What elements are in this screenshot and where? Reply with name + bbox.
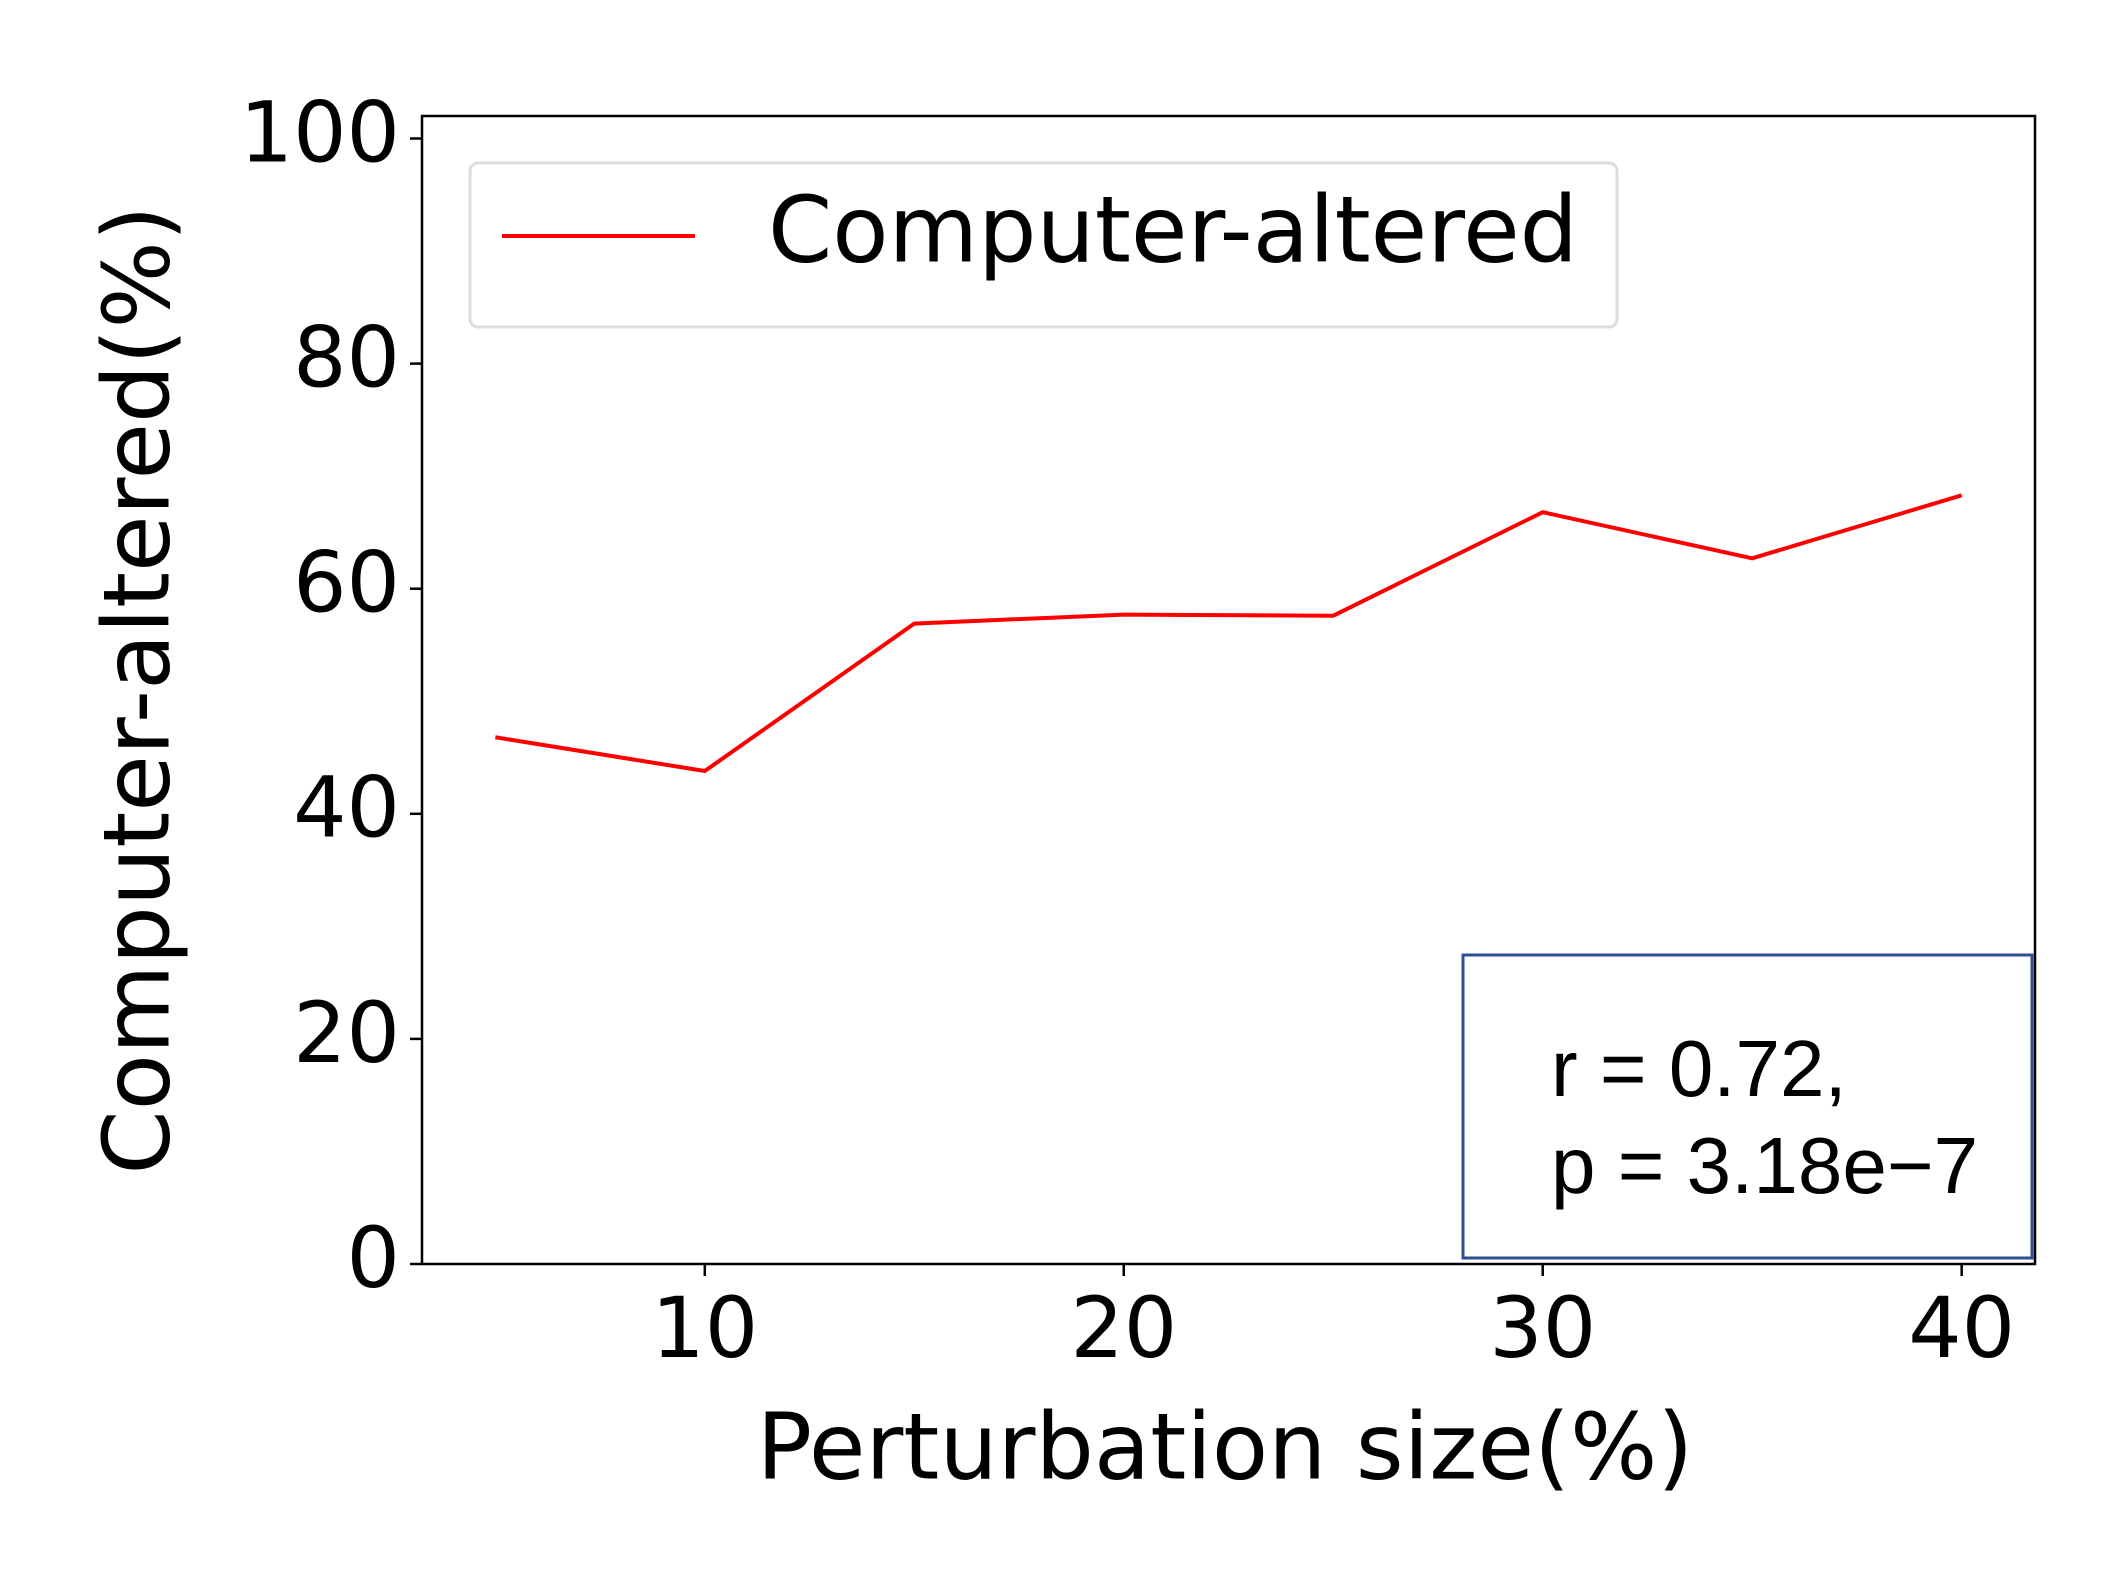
x-tick-label: 40 [1908, 1279, 2015, 1377]
y-tick-label: 80 [293, 309, 400, 407]
legend-label: Computer-altered [768, 176, 1578, 283]
annotation-text: r = 0.72, [1551, 1024, 1847, 1113]
y-tick-label: 40 [293, 759, 400, 857]
data-line [494, 493, 1963, 774]
y-tick-label: 100 [240, 83, 400, 181]
x-tick-label: 20 [1070, 1279, 1177, 1377]
annotation-box [1461, 953, 2034, 1260]
plot-frame [420, 114, 2037, 1266]
y-tick-label: 60 [293, 534, 400, 632]
y-axis-label: Computer-altered(%) [83, 205, 190, 1174]
annotation-text: p = 3.18e−7 [1551, 1121, 1978, 1210]
y-tick-label: 0 [347, 1209, 400, 1307]
x-axis-label: Perturbation size(%) [757, 1393, 1694, 1500]
y-tick-label: 20 [293, 984, 400, 1082]
legend-box [468, 161, 1619, 329]
x-tick-label: 30 [1489, 1279, 1596, 1377]
x-tick-label: 10 [651, 1279, 758, 1377]
